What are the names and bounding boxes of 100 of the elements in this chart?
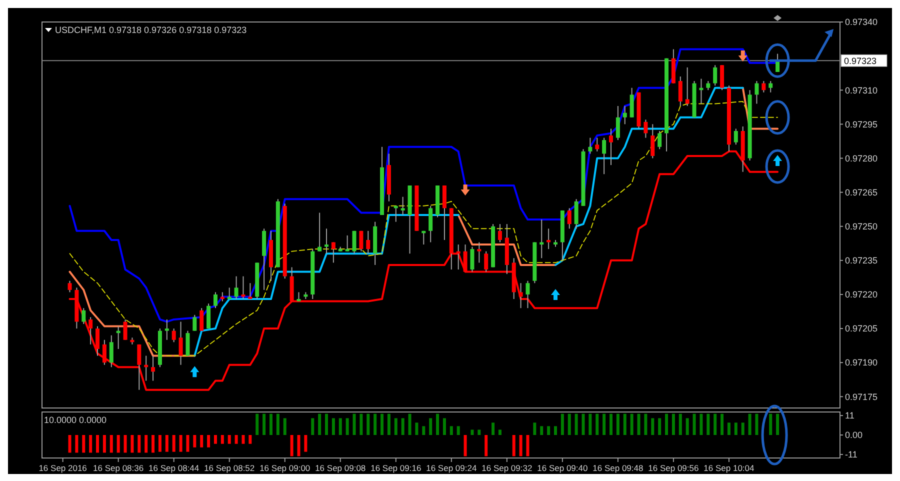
bar <box>290 435 294 456</box>
y-tick-label: 0.97175 <box>845 392 878 402</box>
bar <box>394 418 398 435</box>
bar <box>714 414 717 435</box>
candlestick <box>220 292 224 302</box>
x-tick-label: 16 Sep 09:32 <box>482 463 532 473</box>
y-tick-label: 0.97235 <box>845 256 878 266</box>
x-tick-label: 16 Sep 2016 <box>38 463 88 473</box>
bar <box>526 435 530 456</box>
bar <box>644 414 648 435</box>
candlestick <box>352 230 356 254</box>
candlestick <box>658 130 662 150</box>
y-tick-label: 0.97205 <box>845 324 878 334</box>
x-tick-label: 16 Sep 08:44 <box>148 463 200 473</box>
x-tick-label: 16 Sep 09:40 <box>537 463 588 473</box>
bar <box>214 435 217 444</box>
bar <box>304 435 308 452</box>
bar <box>492 422 495 435</box>
bar <box>596 414 599 435</box>
candlestick <box>602 137 606 175</box>
candlestick <box>685 66 690 107</box>
x-tick-label: 16 Sep 09:16 <box>370 463 422 473</box>
candlestick <box>123 318 128 340</box>
bar <box>75 435 78 453</box>
bar <box>234 435 238 444</box>
bar <box>610 414 613 435</box>
bar <box>672 414 675 435</box>
bar <box>68 435 72 453</box>
bar <box>512 435 516 456</box>
bar <box>415 422 418 435</box>
candlestick <box>463 244 468 272</box>
candlestick <box>484 250 488 272</box>
bar <box>172 435 176 452</box>
candlestick <box>609 128 614 166</box>
bar <box>602 414 606 435</box>
bar <box>706 414 710 435</box>
candlestick <box>96 326 100 356</box>
x-tick-label: 16 Sep 09:24 <box>426 463 477 473</box>
candlestick <box>630 87 634 118</box>
point <box>190 366 200 378</box>
bar <box>568 414 571 435</box>
bar <box>276 414 280 435</box>
x-tick-label: 16 Sep 10:04 <box>704 463 755 473</box>
bar <box>450 426 453 435</box>
bar <box>200 435 204 448</box>
y-tick-label: 0.97250 <box>845 222 878 232</box>
candlestick <box>109 334 114 368</box>
y-tick-label: 0.97310 <box>845 85 878 96</box>
candlestick <box>470 246 474 272</box>
candlestick <box>318 212 322 252</box>
bar <box>540 426 544 435</box>
y-tick-label: 11 <box>845 410 854 421</box>
bar <box>547 426 550 435</box>
bar <box>242 435 245 444</box>
x-tick-label: 16 Sep 08:52 <box>204 463 255 473</box>
bar <box>152 435 155 453</box>
bar <box>776 414 780 435</box>
candlestick <box>296 292 301 302</box>
bar <box>116 435 120 453</box>
bar <box>429 418 432 435</box>
bar <box>574 414 578 435</box>
bar <box>734 422 738 435</box>
bar <box>651 418 654 435</box>
candlestick <box>477 242 482 264</box>
bar <box>144 435 148 453</box>
candlestick <box>442 184 446 240</box>
candlestick <box>650 124 655 159</box>
candlestick <box>186 330 190 356</box>
candlestick <box>734 128 738 146</box>
bar <box>325 414 328 435</box>
bar <box>741 422 744 435</box>
bar <box>665 414 668 435</box>
candlestick <box>200 308 204 332</box>
candlestick <box>82 308 86 324</box>
bar <box>755 414 758 435</box>
candlestick <box>192 314 197 332</box>
candlestick <box>540 219 544 259</box>
x-tick-label: 16 Sep 08:36 <box>93 463 144 473</box>
x-tick-label: 16 Sep 09:56 <box>648 463 700 473</box>
candlestick <box>345 234 350 252</box>
y-tick-label: 0.97190 <box>845 358 878 368</box>
bar <box>387 414 390 435</box>
y-tick-label: 0.97265 <box>845 187 878 198</box>
bar <box>193 435 196 448</box>
candlestick <box>526 280 530 309</box>
bar <box>401 418 404 435</box>
candlestick <box>706 80 710 91</box>
bar <box>228 435 231 444</box>
bar <box>498 430 502 435</box>
bar <box>436 414 440 435</box>
bar <box>248 435 252 444</box>
bar <box>186 435 190 452</box>
bar <box>130 435 134 453</box>
candlestick <box>164 318 169 340</box>
candlestick <box>616 106 620 141</box>
candlestick <box>595 137 600 152</box>
candlestick <box>754 80 759 104</box>
bar <box>464 435 467 456</box>
candlestick <box>88 316 93 345</box>
candlestick <box>428 205 433 243</box>
